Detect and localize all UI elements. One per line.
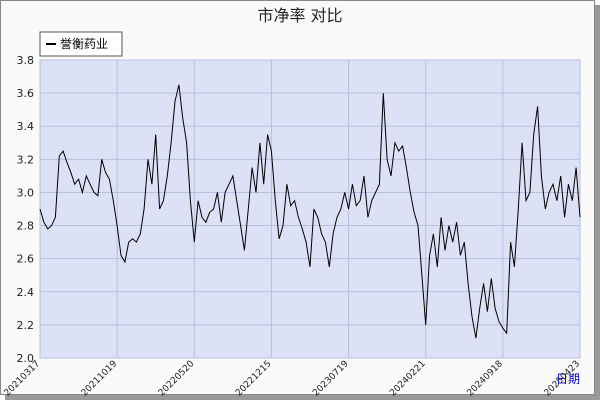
y-tick-label: 3.2 (17, 153, 35, 166)
data-line (39, 84, 581, 339)
y-tick-label: 3.6 (17, 87, 35, 100)
chart-title: 市净率 对比 (257, 6, 342, 25)
shadow (595, 5, 600, 400)
x-axis-label: 日期 (556, 372, 580, 386)
plot-area (39, 59, 581, 359)
y-tick-label: 2.2 (17, 319, 35, 332)
legend-label: 誉衡药业 (60, 37, 108, 51)
y-tick-label: 3.4 (17, 120, 35, 133)
y-tick-label: 2.0 (17, 352, 35, 365)
y-tick-label: 2.8 (17, 220, 35, 233)
y-tick-label: 3.0 (17, 186, 35, 199)
y-tick-label: 2.4 (17, 286, 35, 299)
shadow (5, 395, 600, 400)
y-tick-label: 2.6 (17, 253, 35, 266)
y-tick-label: 3.8 (17, 54, 35, 67)
